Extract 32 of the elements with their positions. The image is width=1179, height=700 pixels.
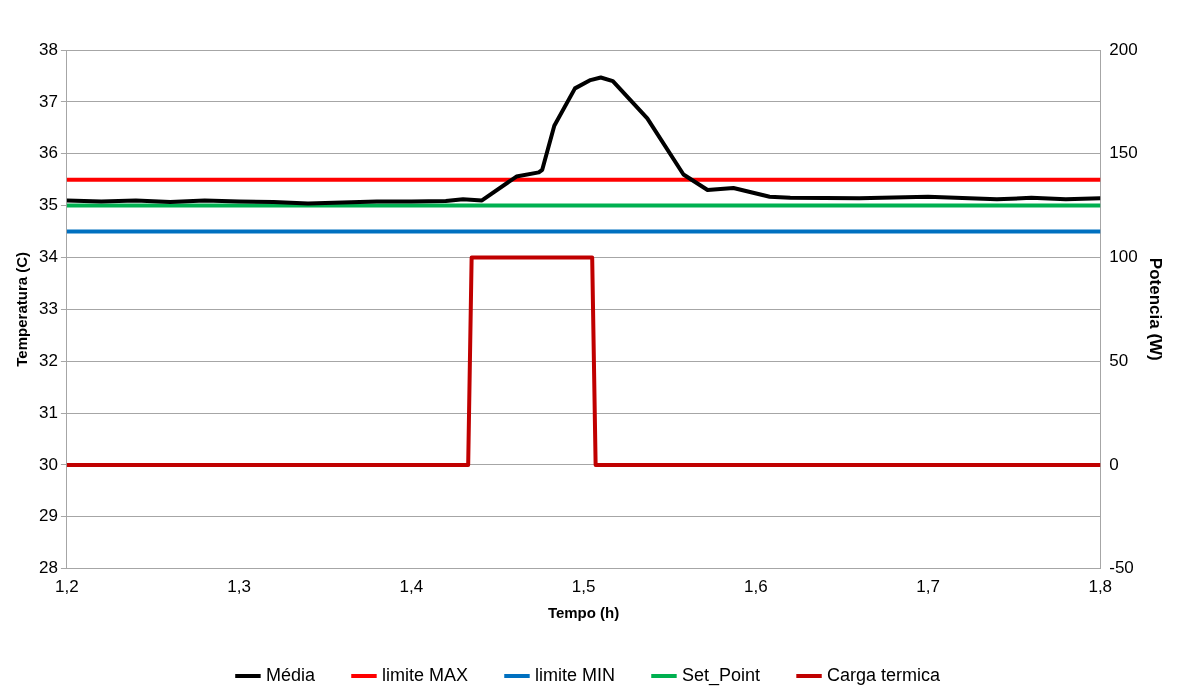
y2-tick-label: 0 [1109, 454, 1119, 474]
legend-label: limite MIN [534, 664, 615, 685]
legend-label: limite MAX [381, 664, 468, 685]
y-tick-label: 30 [38, 454, 58, 474]
x-tick-label: 1,4 [399, 577, 424, 597]
x-tick-label: 1,3 [227, 577, 251, 597]
x-tick-label: 1,2 [55, 577, 79, 597]
legend-label: Carga termica [827, 664, 942, 685]
y2-tick-label: 150 [1109, 143, 1138, 163]
y-tick-label: 34 [38, 247, 58, 267]
x-tick-label: 1,6 [743, 577, 768, 597]
y2-tick-label: 100 [1109, 247, 1138, 267]
y-tick-label: 33 [38, 298, 58, 318]
x-tick-label: 1,5 [571, 577, 596, 597]
y-tick-label: 32 [38, 350, 58, 370]
y-tick-label: 36 [38, 143, 58, 163]
y-tick-label: 28 [38, 558, 58, 578]
legend-label: Média [265, 664, 316, 685]
y2-tick-label: 50 [1109, 350, 1129, 370]
y-tick-label: 38 [38, 39, 58, 59]
y2-tick-label: 200 [1109, 39, 1138, 59]
y2-axis-title: Potencia (W) [1146, 257, 1166, 361]
y-tick-label: 31 [38, 402, 58, 422]
y-tick-label: 29 [38, 506, 58, 526]
x-axis-title: Tempo (h) [547, 604, 620, 622]
y-tick-label: 37 [38, 91, 58, 111]
x-tick-label: 1,8 [1088, 577, 1113, 597]
y2-tick-label: -50 [1109, 558, 1134, 578]
y-tick-label: 35 [38, 195, 58, 215]
legend-label: Set_Point [681, 664, 761, 686]
x-tick-label: 1,7 [916, 577, 940, 597]
y-axis-title: Temperatura (C) [13, 251, 31, 367]
